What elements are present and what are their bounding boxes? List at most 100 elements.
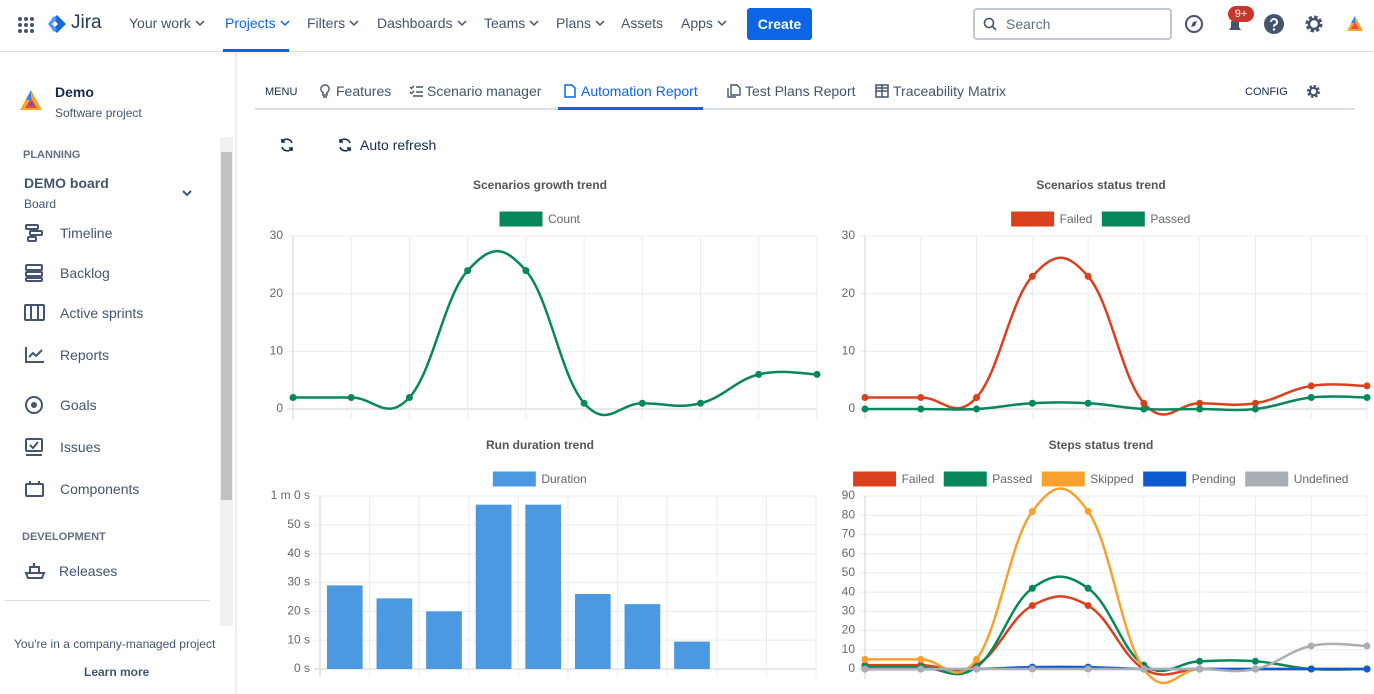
nav-item[interactable]: Dashboards [377, 15, 468, 31]
data-point [1029, 602, 1036, 609]
sidebar-item[interactable]: Backlog [60, 265, 110, 281]
nav-item[interactable]: Apps [681, 15, 728, 31]
tab-icon [409, 84, 423, 98]
data-point [1252, 658, 1259, 665]
nav-item[interactable]: Your work [129, 15, 206, 31]
y-tick-label: 60 [842, 546, 856, 560]
chevron [528, 17, 540, 29]
auto-refresh-icon[interactable] [337, 137, 353, 153]
legend-label: Skipped [1090, 472, 1133, 486]
bar [525, 505, 561, 669]
data-point [973, 656, 980, 663]
config-gear[interactable] [1306, 84, 1321, 99]
nav-label[interactable]: Teams [484, 15, 525, 31]
settings-icon[interactable] [1304, 14, 1324, 34]
legend-label: Failed [1060, 212, 1093, 226]
y-tick-label: 0 [276, 401, 283, 415]
nav-label[interactable]: Assets [621, 15, 663, 31]
data-point [1196, 658, 1203, 665]
auto-refresh-label[interactable]: Auto refresh [360, 137, 436, 153]
create-button[interactable]: Create [747, 8, 812, 40]
scrollbar[interactable] [220, 137, 233, 627]
footer-link[interactable]: Learn more [84, 665, 149, 679]
data-point [1029, 585, 1036, 592]
tab-label[interactable]: Features [336, 83, 391, 99]
nav-item[interactable]: Projects [225, 15, 291, 31]
sidebar-item[interactable]: Active sprints [60, 305, 143, 321]
sidebar-item[interactable]: Timeline [60, 225, 112, 241]
nav-item[interactable]: Plans [556, 15, 606, 31]
legend-swatch [500, 212, 542, 226]
y-tick-label: 10 s [287, 632, 310, 646]
config-label[interactable]: CONFIG [1245, 86, 1288, 98]
data-point [917, 394, 924, 401]
refresh-button[interactable] [279, 137, 295, 153]
data-point [1308, 642, 1315, 649]
backlog-icon [24, 263, 46, 283]
legend-swatch [944, 472, 986, 486]
nav-label[interactable]: Projects [225, 15, 276, 31]
data-point [1196, 666, 1203, 673]
data-point [814, 371, 821, 378]
y-tick-label: 40 [842, 584, 856, 598]
chevron[interactable] [181, 187, 193, 199]
y-tick-label: 1 m 0 s [271, 488, 310, 502]
y-tick-label: 80 [842, 507, 856, 521]
product-name[interactable]: Jira [71, 12, 102, 34]
nav-label[interactable]: Your work [129, 15, 191, 31]
nav-label[interactable]: Filters [307, 15, 345, 31]
legend-label: Failed [902, 472, 935, 486]
data-point [1029, 273, 1036, 280]
app-switcher[interactable] [17, 16, 35, 34]
data-point [1364, 666, 1371, 673]
scrollbar-thumb[interactable] [221, 152, 232, 500]
sprints-icon [24, 303, 46, 323]
series-line [865, 258, 1367, 415]
sidebar-item[interactable]: Goals [60, 397, 97, 413]
board-name[interactable]: DEMO board [24, 175, 109, 191]
search-box[interactable]: Search [973, 8, 1172, 40]
tab-label[interactable]: Test Plans Report [745, 83, 856, 99]
y-tick-label: 20 [842, 623, 856, 637]
sidebar-item[interactable]: Issues [60, 439, 100, 455]
profile-icon[interactable] [1346, 15, 1364, 33]
sidebar-item[interactable]: Components [60, 481, 139, 497]
nav-item[interactable]: Assets [621, 15, 663, 31]
tab[interactable]: Scenario manager [409, 83, 541, 99]
tab[interactable]: Test Plans Report [727, 83, 856, 99]
search-placeholder: Search [1006, 16, 1050, 32]
data-point [1085, 602, 1092, 609]
data-point [1196, 406, 1203, 413]
help-icon[interactable] [1264, 14, 1284, 34]
tab[interactable]: Automation Report [563, 83, 698, 99]
tab[interactable]: Traceability Matrix [875, 83, 1006, 99]
data-point [348, 394, 355, 401]
jira-logo[interactable] [46, 13, 68, 35]
data-point [1029, 400, 1036, 407]
divider [4, 600, 210, 601]
data-point [581, 400, 588, 407]
sidebar-item[interactable]: Reports [60, 347, 109, 363]
tab-label[interactable]: Scenario manager [427, 83, 541, 99]
chart-title: Scenarios status trend [1036, 178, 1165, 192]
issues-icon [24, 437, 46, 457]
nav-label[interactable]: Apps [681, 15, 713, 31]
tab-label[interactable]: Automation Report [581, 83, 698, 99]
tab-label[interactable]: Traceability Matrix [893, 83, 1006, 99]
nav-item[interactable]: Filters [307, 15, 360, 31]
whats-new-icon[interactable] [1184, 14, 1204, 34]
nav-label[interactable]: Plans [556, 15, 591, 31]
tab[interactable]: Features [318, 83, 391, 99]
series-line [293, 251, 817, 415]
sidebar-item[interactable]: Releases [59, 563, 117, 579]
data-point [1029, 508, 1036, 515]
menu-label[interactable]: MENU [265, 86, 297, 98]
project-avatar [19, 89, 43, 113]
nav-item[interactable]: Teams [484, 15, 540, 31]
y-tick-label: 20 [842, 286, 856, 300]
nav-label[interactable]: Dashboards [377, 15, 453, 31]
bar [674, 642, 710, 669]
data-point [1308, 382, 1315, 389]
project-name[interactable]: Demo [55, 84, 94, 100]
legend-swatch [1012, 212, 1054, 226]
